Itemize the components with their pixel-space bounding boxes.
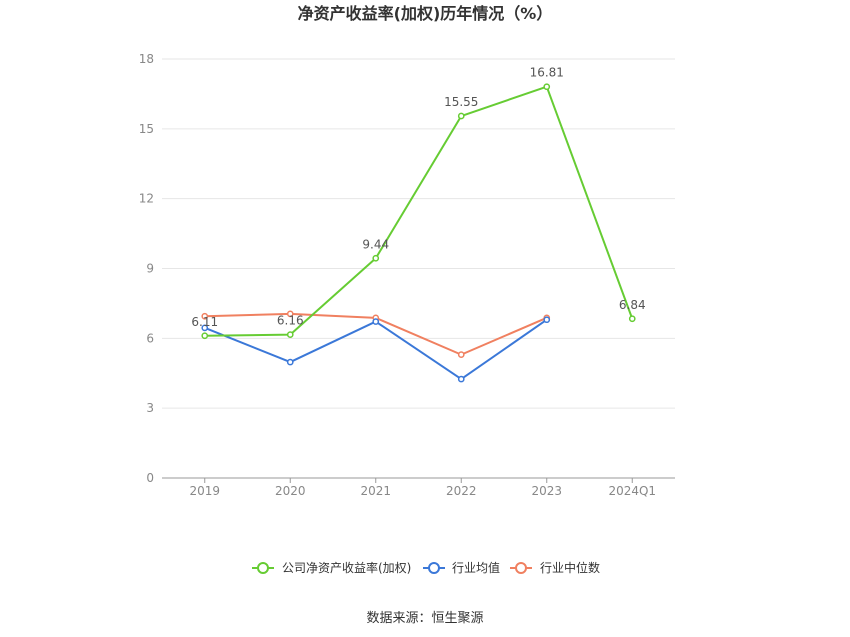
y-tick-label-12: 12	[139, 192, 154, 206]
data-point-1-1	[286, 358, 294, 366]
data-label-5: 6.84	[619, 298, 646, 312]
legend-marker-2	[515, 562, 527, 574]
x-tick-label-2024Q1: 2024Q1	[608, 484, 656, 498]
legend-label-1: 行业均值	[452, 560, 500, 575]
legend: 公司净资产收益率(加权) 行业均值 行业中位数	[252, 560, 600, 575]
y-tick-label-3: 3	[146, 401, 154, 415]
legend-item-1: 行业均值	[423, 560, 500, 575]
data-point-0-1	[286, 331, 294, 338]
x-tick-label-2020: 2020	[275, 484, 306, 498]
data-label-0: 6.11	[191, 315, 218, 329]
data-point-0-5	[628, 315, 636, 323]
series-line-0	[204, 85, 634, 337]
series-line-1	[204, 318, 548, 381]
x-tick-label-2023: 2023	[531, 484, 562, 498]
data-point-1-2	[372, 318, 380, 325]
data-point-0-4	[543, 83, 551, 91]
legend-marker-1	[428, 562, 440, 574]
data-point-1-3	[457, 375, 465, 383]
y-tick-label-9: 9	[146, 262, 154, 276]
data-point-0-2	[372, 254, 380, 262]
data-point-0-0	[201, 332, 209, 340]
series-0	[201, 83, 636, 340]
data-point-2-3	[457, 351, 465, 358]
x-axis: 2019 2020 2021 2022 2023 2024Q1	[162, 477, 675, 498]
legend-label-0: 公司净资产收益率(加权)	[282, 560, 411, 575]
chart-title: 净资产收益率(加权)历年情况（%）	[298, 4, 553, 23]
data-label-2: 9.44	[362, 237, 389, 251]
legend-label-2: 行业中位数	[540, 560, 600, 575]
data-point-1-0	[201, 324, 209, 332]
legend-marker-0	[257, 562, 269, 574]
y-tick-label-18: 18	[139, 52, 154, 66]
data-labels: 6.11 6.16 9.44 15.55 16.81 6.84	[191, 66, 645, 329]
data-label-1: 6.16	[277, 314, 304, 328]
y-axis: 0 3 6 9 12 15 18	[139, 52, 154, 485]
data-label-3: 15.55	[444, 95, 478, 109]
grid-lines	[162, 58, 675, 409]
series-group: 6.11 6.16 9.44 15.55 16.81 6.84	[191, 66, 646, 383]
y-tick-label-6: 6	[146, 331, 154, 345]
y-tick-label-0: 0	[146, 471, 154, 485]
data-label-4: 16.81	[530, 66, 564, 80]
legend-item-2: 行业中位数	[510, 560, 600, 575]
legend-item-0: 公司净资产收益率(加权)	[252, 560, 411, 575]
x-tick-label-2021: 2021	[360, 484, 391, 498]
x-tick-label-2019: 2019	[189, 484, 220, 498]
data-point-0-3	[457, 112, 465, 120]
data-point-2-1	[286, 310, 294, 318]
data-point-1-4	[543, 316, 551, 324]
data-point-2-0	[201, 312, 209, 320]
series-1	[201, 316, 551, 383]
data-source: 数据来源：恒生聚源	[366, 611, 483, 626]
x-tick-label-2022: 2022	[446, 484, 477, 498]
y-tick-label-15: 15	[139, 122, 154, 136]
